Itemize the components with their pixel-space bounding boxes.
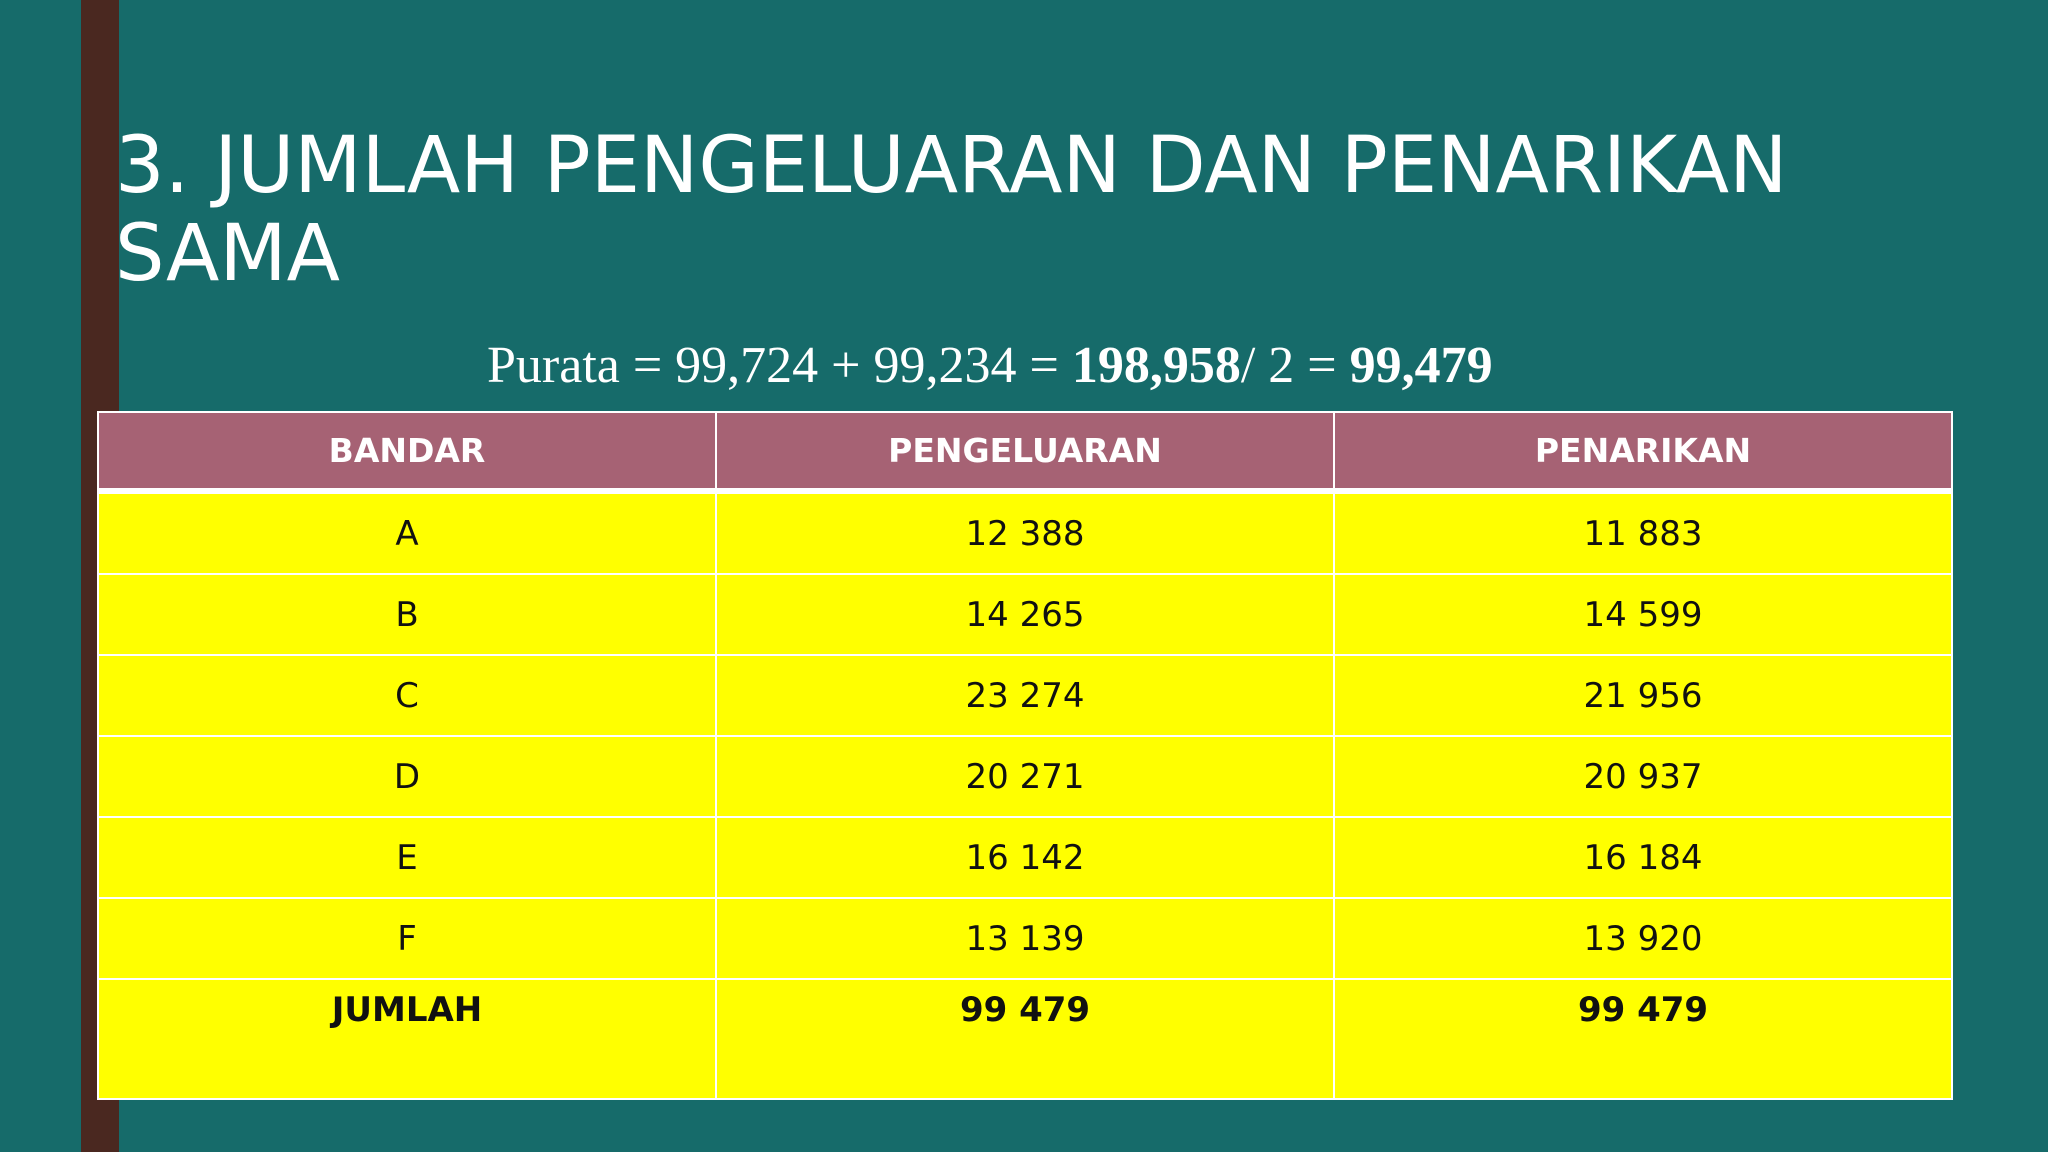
cell-bandar: A [97,490,717,575]
cell-bandar: B [97,573,717,656]
total-penarikan: 99 479 [1333,978,1953,1100]
table-row: A 12 388 11 883 [97,490,1953,575]
formula-result: 99,479 [1349,337,1493,394]
table-header-row: BANDAR PENGELUARAN PENARIKAN [97,411,1953,494]
cell-penarikan: 21 956 [1333,654,1953,737]
cell-pengeluaran: 23 274 [715,654,1335,737]
formula-lead: Purata = 99,724 + 99,234 = [487,337,1072,394]
cell-penarikan: 13 920 [1333,897,1953,980]
cell-pengeluaran: 13 139 [715,897,1335,980]
total-row: JUMLAH 99 479 99 479 [97,978,1953,1100]
cell-bandar: C [97,654,717,737]
cell-pengeluaran: 16 142 [715,816,1335,899]
header-bandar: BANDAR [97,411,717,494]
cell-penarikan: 14 599 [1333,573,1953,656]
table-row: F 13 139 13 920 [97,897,1953,980]
formula-divider: / 2 = [1240,337,1350,394]
average-formula: Purata = 99,724 + 99,234 = 198,958/ 2 = … [487,336,1493,396]
cell-penarikan: 11 883 [1333,490,1953,575]
cell-pengeluaran: 14 265 [715,573,1335,656]
cell-pengeluaran: 12 388 [715,490,1335,575]
table-row: D 20 271 20 937 [97,735,1953,818]
total-label: JUMLAH [97,978,717,1100]
cell-pengeluaran: 20 271 [715,735,1335,818]
cell-bandar: E [97,816,717,899]
cell-bandar: D [97,735,717,818]
header-pengeluaran: PENGELUARAN [715,411,1335,494]
cell-bandar: F [97,897,717,980]
formula-sum: 198,958 [1071,337,1241,394]
slide-title: 3. JUMLAH PENGELUARAN DAN PENARIKAN SAMA [115,121,1788,299]
total-pengeluaran: 99 479 [715,978,1335,1100]
table-row: B 14 265 14 599 [97,573,1953,656]
cell-penarikan: 20 937 [1333,735,1953,818]
header-penarikan: PENARIKAN [1333,411,1953,494]
table-row: C 23 274 21 956 [97,654,1953,737]
city-data-table: BANDAR PENGELUARAN PENARIKAN A 12 388 11… [97,411,1953,1100]
cell-penarikan: 16 184 [1333,816,1953,899]
table-row: E 16 142 16 184 [97,816,1953,899]
